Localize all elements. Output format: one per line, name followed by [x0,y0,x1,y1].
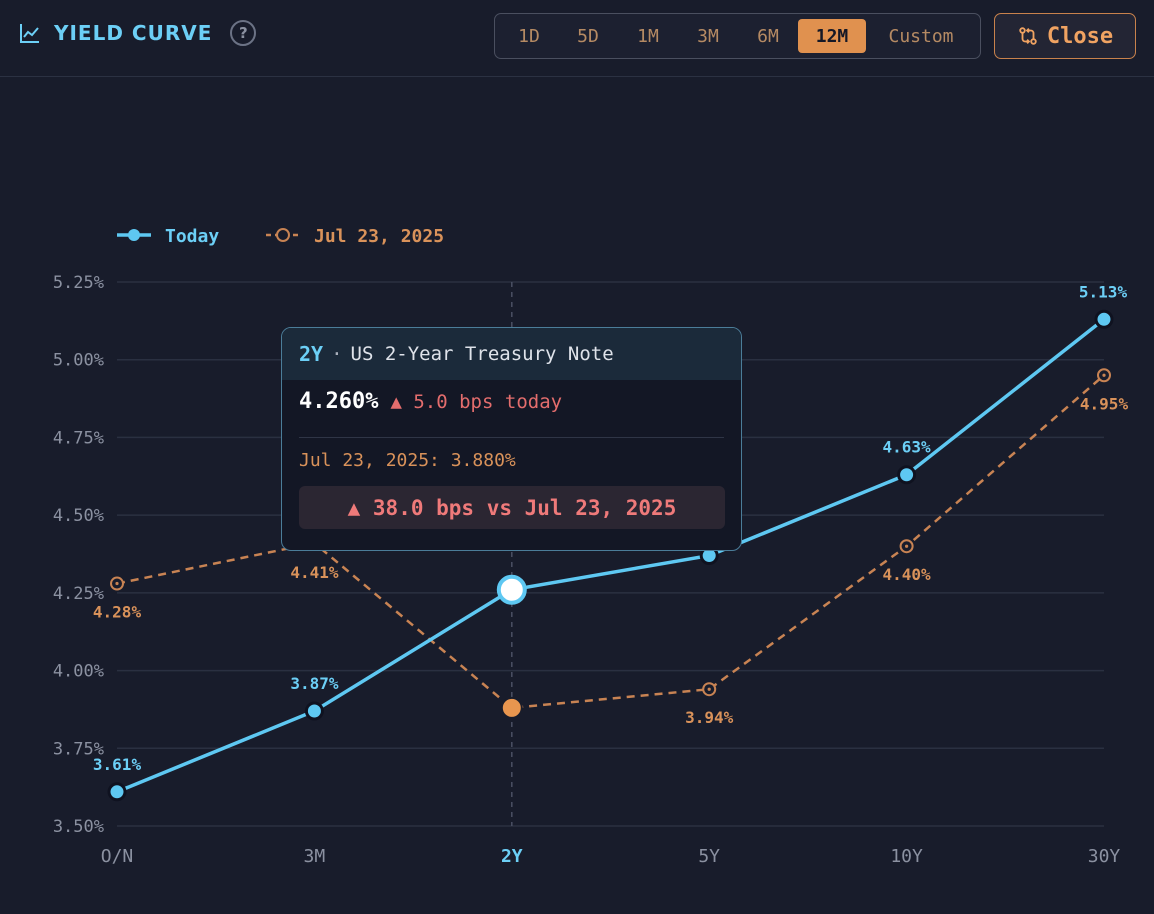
x-tick-label: 2Y [501,846,523,867]
prior-data-label: 4.41% [290,563,339,582]
y-tick-label: 4.25% [53,584,104,604]
range-button-1d[interactable]: 1D [518,25,540,47]
prior-data-label: 4.95% [1080,394,1129,413]
x-tick-label: 30Y [1088,846,1121,867]
close-label: Close [1046,23,1114,49]
y-tick-label: 4.75% [53,428,104,448]
today-point [304,701,324,721]
compare-arrows-icon [1019,27,1037,45]
legend-marker-prior [276,228,290,242]
title-group: YIELD CURVE ? [18,20,257,46]
prior-data-label: 3.94% [685,708,734,727]
range-button-5d[interactable]: 5D [577,25,599,47]
tooltip-tenor: 2Y [299,342,324,366]
help-icon[interactable]: ? [230,20,257,46]
prior-point-dot [905,544,909,548]
y-tick-label: 5.00% [53,351,104,371]
series-line-today [116,317,1106,794]
page-title: YIELD CURVE [54,21,213,45]
today-highlight-point [496,574,527,605]
header-bar: YIELD CURVE ? 1D 5D 1M 3M 6M 12M Custom … [0,0,1154,77]
y-tick-label: 3.50% [53,817,104,837]
range-button-12m[interactable]: 12M [798,19,866,53]
tooltip-divider [299,437,724,438]
tooltip-prior-value: Jul 23, 2025: 3.880% [299,450,516,471]
x-tick-label: 3M [304,846,326,867]
prior-point-dot [707,687,711,691]
today-data-label: 3.61% [93,755,142,774]
x-tick-label: 10Y [890,846,923,867]
today-point [107,782,127,802]
today-point [1094,309,1114,329]
tooltip-header: 2Y · US 2-Year Treasury Note [282,328,741,380]
prior-data-label: 4.40% [883,565,932,584]
tooltip-instrument-name: US 2-Year Treasury Note [350,343,614,365]
series-line-prior [116,374,1105,710]
range-button-3m[interactable]: 3M [697,25,719,47]
tooltip-card: 2Y · US 2-Year Treasury Note 4.260% ▲ 5.… [281,327,742,551]
tooltip-diff-badge: ▲ 38.0 bps vs Jul 23, 2025 [299,486,725,529]
legend-label-today: Today [165,226,219,247]
prior-point-dot [1102,373,1106,377]
tooltip-separator: · [331,343,343,365]
close-button[interactable]: Close [994,13,1136,59]
prior-point-dot [115,581,119,586]
tooltip-value-row: 4.260% ▲ 5.0 bps today [299,389,562,414]
range-button-1m[interactable]: 1M [637,25,659,47]
today-data-label: 3.87% [290,674,339,693]
y-tick-label: 5.25% [53,273,104,293]
today-data-label: 5.13% [1079,282,1128,301]
today-data-label: 4.63% [883,438,932,457]
tooltip-change: ▲ 5.0 bps today [390,391,563,413]
prior-highlight-point [500,696,523,719]
x-tick-label: O/N [101,846,134,867]
y-tick-label: 3.75% [53,739,104,759]
range-button-custom[interactable]: Custom [888,25,954,47]
legend-label-prior: Jul 23, 2025 [314,226,444,247]
y-tick-label: 4.00% [53,662,104,682]
y-tick-label: 4.50% [53,506,104,526]
range-selector: 1D 5D 1M 3M 6M 12M Custom [494,13,981,59]
tooltip-value: 4.260% [299,389,379,414]
range-button-6m[interactable]: 6M [757,25,779,47]
chart-line-icon [20,24,39,43]
today-point [897,465,917,485]
x-tick-label: 5Y [698,846,720,867]
prior-data-label: 4.28% [93,603,142,622]
legend-marker-today [128,229,140,241]
